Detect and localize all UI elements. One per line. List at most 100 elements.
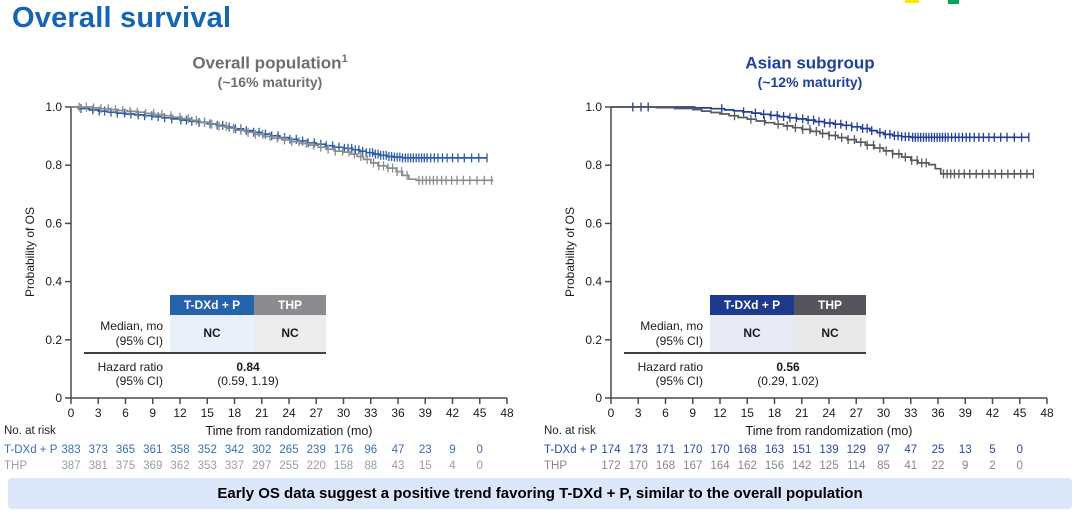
x-tick-label: 21 [255,406,269,420]
hazard-label-line2: (95% CI) [655,374,703,388]
risk-count: 387 [61,460,81,472]
risk-count: 151 [792,444,812,456]
risk-count: 297 [252,460,272,472]
km-curve-thp [611,106,1034,175]
x-tick-label: 24 [282,406,296,420]
y-tick-label: 0.2 [45,333,62,347]
y-tick-label: 0 [55,391,62,405]
panel-subtitle: (~12% maturity) [757,74,863,91]
median-value-tdxd: NC [710,315,794,352]
risk-count: 362 [170,460,190,472]
hazard-label: Hazard ratio (95% CI) [624,354,710,394]
y-tick-label: 0.6 [45,216,62,230]
x-tick-label: 9 [149,406,156,420]
x-tick-label: 30 [877,406,891,420]
stats-divider [84,352,326,354]
median-label-line2: (95% CI) [115,333,163,348]
risk-count: 41 [904,460,918,472]
y-tick-label: 0.2 [585,333,602,347]
stats-empty-cell [624,295,710,315]
panel-title-text: Asian subgroup [745,53,875,73]
x-tick-label: 12 [173,406,187,420]
panel-overall-population: Overall population1 (~16% maturity) 0 0.2… [0,53,540,472]
risk-count: 174 [601,444,621,456]
x-tick-label: 24 [822,406,836,420]
stats-table: T-DXd + P THP Median, mo (95% CI) NC NC H… [624,295,866,394]
risk-count: 220 [306,460,326,472]
risk-count: 383 [61,444,81,456]
risk-count: 114 [847,460,866,472]
hazard-ratio: 0.84 [236,359,260,374]
median-label-line1: Median, mo [640,319,703,334]
risk-row-label: THP [544,460,567,472]
x-tick-label: 33 [904,406,918,420]
hazard-ci: (0.29, 1.02) [757,374,819,388]
panel-title-text: Overall population [192,53,342,73]
risk-count: 5 [989,444,996,456]
x-tick-label: 3 [635,406,642,420]
risk-count: 302 [252,444,272,456]
censor-marks [632,102,1030,142]
panel-heading: Overall population1 (~16% maturity) [20,53,520,91]
risk-count: 369 [143,460,163,472]
y-tick-label: 0.8 [585,158,602,172]
x-axis-title: Time from randomization (mo) [206,424,373,438]
conclusion-banner: Early OS data suggest a positive trend f… [8,478,1072,509]
risk-count: 129 [846,444,866,456]
risk-count: 352 [197,444,217,456]
risk-count: 97 [877,444,890,456]
page-title: Overall survival [12,2,232,34]
y-axis-title: Probability of OS [563,207,577,297]
x-tick-label: 21 [795,406,809,420]
km-chart-overall: 00.20.40.60.81.00 3 6 9 12 15 18 21 24 27 30 33 36 39… [23,100,514,438]
y-axis-title: Probability of OS [23,207,37,297]
panel-asian-subgroup: Asian subgroup (~12% maturity) 0 0.2 0.4 0.… [540,0,1080,514]
risk-count: 173 [628,444,648,456]
x-tick-label: 36 [931,406,945,420]
x-tick-label: 30 [337,406,351,420]
risk-row-label: T-DXd + P [4,444,58,456]
risk-count: 239 [306,444,326,456]
risk-row-t-dxd-p: T-DXd + P 174 173 171 170 170 168 163 151 139 129 9… [540,444,1080,460]
x-tick-label: 42 [986,406,1000,420]
hazard-ci: (0.59, 1.19) [217,374,279,388]
x-tick-label: 18 [768,406,782,420]
risk-count: 162 [737,460,757,472]
km-curve-t-dxd-p [71,106,487,159]
risk-count: 88 [364,460,378,472]
median-value-thp: NC [254,315,326,352]
stats-header-thp: THP [794,295,866,315]
risk-row-t-dxd-p: T-DXd + P 383 373 365 361 358 352 342 302 265 239 1… [0,444,540,460]
risk-count: 167 [683,460,703,472]
x-tick-label: 3 [95,406,102,420]
hazard-label-line2: (95% CI) [115,374,163,388]
risk-count: 168 [655,460,676,472]
x-tick-label: 33 [364,406,378,420]
risk-count: 171 [655,444,676,456]
risk-count: 168 [737,444,757,456]
x-tick-label: 42 [446,406,460,420]
y-tick-label: 0.8 [45,158,62,172]
risk-count: 47 [904,444,918,456]
x-tick-label: 48 [500,406,514,420]
censor-marks [733,111,1035,179]
stats-divider [624,352,866,354]
risk-count: 13 [958,444,972,456]
median-value-thp: NC [794,315,866,352]
hazard-value: 0.56 (0.29, 1.02) [710,354,866,394]
panel-heading: Asian subgroup (~12% maturity) [560,53,1060,91]
risk-count: 342 [224,444,245,456]
x-tick-label: 6 [122,406,129,420]
risk-count: 4 [449,460,456,472]
x-tick-label: 0 [68,406,75,420]
y-tick-label: 1.0 [585,100,602,114]
x-tick-label: 45 [473,406,487,420]
risk-count: 172 [601,460,621,472]
risk-count: 43 [391,460,405,472]
risk-count: 2 [989,460,996,472]
x-tick-label: 27 [850,406,864,420]
x-tick-label: 15 [741,406,755,420]
risk-count: 373 [88,444,108,456]
hazard-label-line1: Hazard ratio [637,359,703,374]
x-tick-label: 18 [228,406,242,420]
